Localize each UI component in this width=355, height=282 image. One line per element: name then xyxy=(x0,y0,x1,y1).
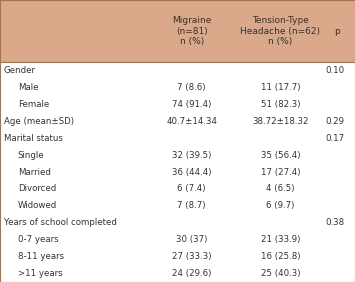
Text: Gender: Gender xyxy=(4,66,36,75)
Text: Female: Female xyxy=(18,100,49,109)
Bar xyxy=(0,0,355,62)
Text: Marital status: Marital status xyxy=(4,134,62,143)
Text: 7 (8.7): 7 (8.7) xyxy=(178,201,206,210)
Text: 7 (8.6): 7 (8.6) xyxy=(178,83,206,92)
Text: p: p xyxy=(334,27,340,36)
Text: 36 (44.4): 36 (44.4) xyxy=(172,168,212,177)
Text: 0-7 years: 0-7 years xyxy=(18,235,58,244)
Text: Years of school completed: Years of school completed xyxy=(4,218,116,227)
Text: Age (mean±SD): Age (mean±SD) xyxy=(4,117,73,126)
Text: Male: Male xyxy=(18,83,38,92)
Text: 17 (27.4): 17 (27.4) xyxy=(261,168,300,177)
Text: 8-11 years: 8-11 years xyxy=(18,252,64,261)
Text: 38.72±18.32: 38.72±18.32 xyxy=(252,117,309,126)
Text: 0.17: 0.17 xyxy=(325,134,344,143)
Text: Single: Single xyxy=(18,151,44,160)
Text: Widowed: Widowed xyxy=(18,201,57,210)
Text: 35 (56.4): 35 (56.4) xyxy=(261,151,300,160)
Text: Tension-Type
Headache (n=62)
n (%): Tension-Type Headache (n=62) n (%) xyxy=(240,16,321,46)
Text: 25 (40.3): 25 (40.3) xyxy=(261,269,300,278)
Text: 0.10: 0.10 xyxy=(325,66,344,75)
Text: 16 (25.8): 16 (25.8) xyxy=(261,252,300,261)
Text: >11 years: >11 years xyxy=(18,269,62,278)
Text: 6 (9.7): 6 (9.7) xyxy=(266,201,295,210)
Text: 11 (17.7): 11 (17.7) xyxy=(261,83,300,92)
Text: 0.38: 0.38 xyxy=(325,218,344,227)
Text: 40.7±14.34: 40.7±14.34 xyxy=(166,117,217,126)
Text: 51 (82.3): 51 (82.3) xyxy=(261,100,300,109)
Text: 0.29: 0.29 xyxy=(325,117,344,126)
Text: 32 (39.5): 32 (39.5) xyxy=(172,151,211,160)
Text: 24 (29.6): 24 (29.6) xyxy=(172,269,211,278)
Text: 30 (37): 30 (37) xyxy=(176,235,207,244)
Text: Married: Married xyxy=(18,168,51,177)
Text: 21 (33.9): 21 (33.9) xyxy=(261,235,300,244)
Text: Divorced: Divorced xyxy=(18,184,56,193)
Text: 27 (33.3): 27 (33.3) xyxy=(172,252,212,261)
Text: Migraine
(n=81)
n (%): Migraine (n=81) n (%) xyxy=(172,16,211,46)
Text: 6 (7.4): 6 (7.4) xyxy=(178,184,206,193)
Text: 74 (91.4): 74 (91.4) xyxy=(172,100,211,109)
Text: 4 (6.5): 4 (6.5) xyxy=(266,184,295,193)
